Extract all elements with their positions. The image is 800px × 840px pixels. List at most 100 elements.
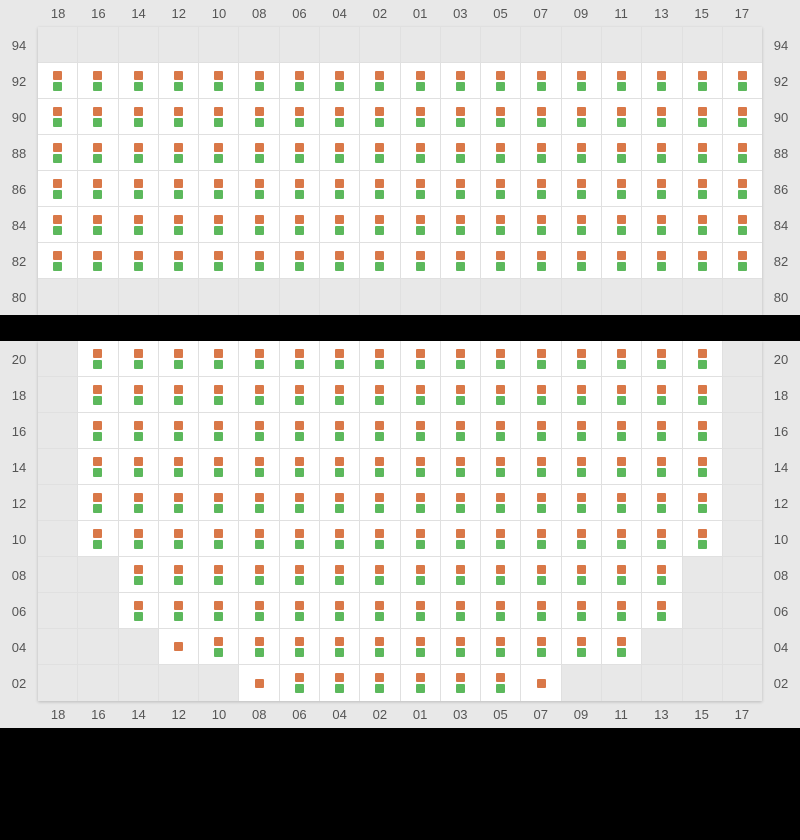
- seat-cell[interactable]: [239, 99, 279, 135]
- seat-cell[interactable]: [401, 557, 441, 593]
- seat-cell[interactable]: [481, 99, 521, 135]
- seat-cell[interactable]: [78, 207, 118, 243]
- seat-cell[interactable]: [360, 243, 400, 279]
- seat-cell[interactable]: [320, 665, 360, 701]
- seat-cell[interactable]: [78, 99, 118, 135]
- seat-cell[interactable]: [521, 99, 561, 135]
- seat-cell[interactable]: [562, 341, 602, 377]
- seat-cell[interactable]: [521, 135, 561, 171]
- seat-cell[interactable]: [481, 449, 521, 485]
- seat-cell[interactable]: [360, 665, 400, 701]
- seat-cell[interactable]: [401, 243, 441, 279]
- seat-cell[interactable]: [360, 341, 400, 377]
- seat-cell[interactable]: [239, 207, 279, 243]
- seat-cell[interactable]: [521, 665, 561, 701]
- seat-cell[interactable]: [119, 99, 159, 135]
- seat-cell[interactable]: [401, 99, 441, 135]
- seat-cell[interactable]: [481, 593, 521, 629]
- seat-cell[interactable]: [642, 63, 682, 99]
- seat-cell[interactable]: [401, 341, 441, 377]
- seat-cell[interactable]: [401, 207, 441, 243]
- seat-cell[interactable]: [280, 449, 320, 485]
- seat-cell[interactable]: [562, 243, 602, 279]
- seat-cell[interactable]: [481, 135, 521, 171]
- seat-cell[interactable]: [602, 99, 642, 135]
- seat-cell[interactable]: [683, 341, 723, 377]
- seat-cell[interactable]: [562, 485, 602, 521]
- seat-cell[interactable]: [642, 377, 682, 413]
- seat-cell[interactable]: [239, 135, 279, 171]
- seat-cell[interactable]: [683, 413, 723, 449]
- seat-cell[interactable]: [119, 341, 159, 377]
- seat-cell[interactable]: [360, 521, 400, 557]
- seat-cell[interactable]: [521, 377, 561, 413]
- seat-cell[interactable]: [320, 485, 360, 521]
- seat-cell[interactable]: [360, 449, 400, 485]
- seat-cell[interactable]: [642, 99, 682, 135]
- seat-cell[interactable]: [360, 135, 400, 171]
- seat-cell[interactable]: [521, 593, 561, 629]
- seat-cell[interactable]: [119, 171, 159, 207]
- seat-cell[interactable]: [159, 629, 199, 665]
- seat-cell[interactable]: [280, 521, 320, 557]
- seat-cell[interactable]: [723, 135, 762, 171]
- seat-cell[interactable]: [360, 171, 400, 207]
- seat-cell[interactable]: [683, 485, 723, 521]
- seat-cell[interactable]: [562, 629, 602, 665]
- seat-cell[interactable]: [602, 135, 642, 171]
- seat-cell[interactable]: [280, 593, 320, 629]
- seat-cell[interactable]: [119, 243, 159, 279]
- seat-cell[interactable]: [602, 521, 642, 557]
- seat-cell[interactable]: [78, 377, 118, 413]
- seat-cell[interactable]: [562, 449, 602, 485]
- seat-cell[interactable]: [199, 243, 239, 279]
- seat-cell[interactable]: [78, 413, 118, 449]
- seat-cell[interactable]: [441, 413, 481, 449]
- seat-cell[interactable]: [602, 207, 642, 243]
- seat-cell[interactable]: [642, 413, 682, 449]
- seat-cell[interactable]: [119, 135, 159, 171]
- seat-cell[interactable]: [360, 207, 400, 243]
- seat-cell[interactable]: [320, 243, 360, 279]
- seat-cell[interactable]: [481, 341, 521, 377]
- seat-cell[interactable]: [683, 377, 723, 413]
- seat-cell[interactable]: [401, 665, 441, 701]
- seat-cell[interactable]: [441, 63, 481, 99]
- seat-cell[interactable]: [78, 243, 118, 279]
- seat-cell[interactable]: [38, 135, 78, 171]
- seat-cell[interactable]: [521, 521, 561, 557]
- seat-cell[interactable]: [521, 207, 561, 243]
- seat-cell[interactable]: [360, 63, 400, 99]
- seat-cell[interactable]: [78, 521, 118, 557]
- seat-cell[interactable]: [119, 207, 159, 243]
- seat-cell[interactable]: [159, 99, 199, 135]
- seat-cell[interactable]: [401, 377, 441, 413]
- seat-cell[interactable]: [360, 99, 400, 135]
- seat-cell[interactable]: [239, 485, 279, 521]
- seat-cell[interactable]: [441, 593, 481, 629]
- seat-cell[interactable]: [683, 135, 723, 171]
- seat-cell[interactable]: [562, 135, 602, 171]
- seat-cell[interactable]: [239, 557, 279, 593]
- seat-cell[interactable]: [562, 99, 602, 135]
- seat-cell[interactable]: [401, 629, 441, 665]
- seat-cell[interactable]: [562, 593, 602, 629]
- seat-cell[interactable]: [38, 207, 78, 243]
- seat-cell[interactable]: [360, 413, 400, 449]
- seat-cell[interactable]: [481, 377, 521, 413]
- seat-cell[interactable]: [280, 243, 320, 279]
- seat-cell[interactable]: [481, 413, 521, 449]
- seat-cell[interactable]: [521, 557, 561, 593]
- seat-cell[interactable]: [401, 135, 441, 171]
- seat-cell[interactable]: [280, 485, 320, 521]
- seat-cell[interactable]: [642, 207, 682, 243]
- seat-cell[interactable]: [280, 171, 320, 207]
- seat-cell[interactable]: [199, 171, 239, 207]
- seat-cell[interactable]: [159, 341, 199, 377]
- seat-cell[interactable]: [683, 99, 723, 135]
- seat-cell[interactable]: [521, 63, 561, 99]
- seat-cell[interactable]: [159, 171, 199, 207]
- seat-cell[interactable]: [159, 207, 199, 243]
- seat-cell[interactable]: [642, 341, 682, 377]
- seat-cell[interactable]: [38, 171, 78, 207]
